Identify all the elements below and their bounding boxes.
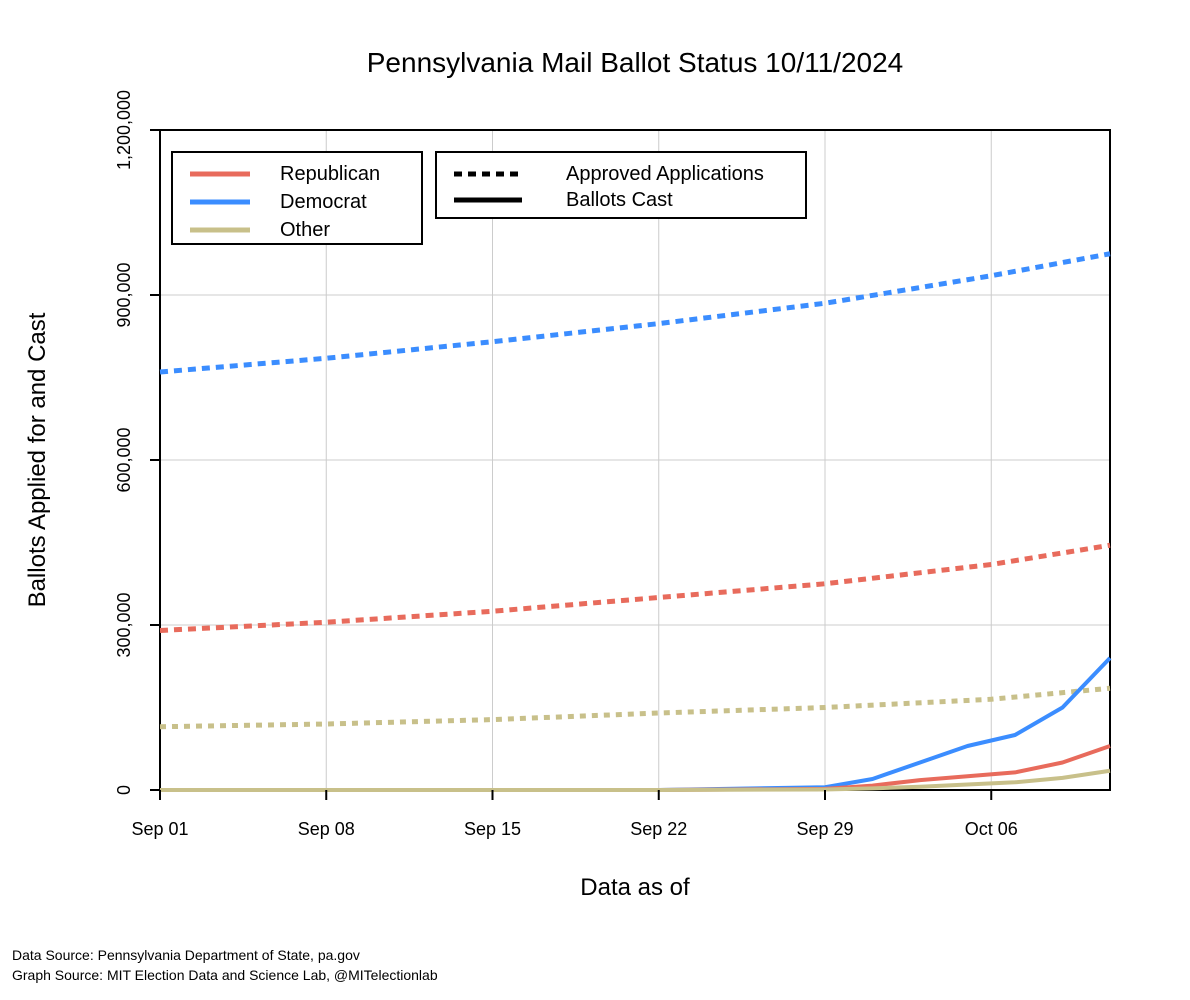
y-tick-label: 900,000: [114, 262, 134, 327]
x-tick-label: Oct 06: [965, 819, 1018, 839]
x-axis-label: Data as of: [580, 874, 690, 901]
chart-container: Pennsylvania Mail Ballot Status 10/11/20…: [0, 0, 1190, 1000]
chart-title: Pennsylvania Mail Ballot Status 10/11/20…: [367, 47, 903, 78]
x-tick-label: Sep 08: [298, 819, 355, 839]
legend-item-label: Other: [280, 219, 330, 241]
y-tick-label: 1,200,000: [114, 90, 134, 170]
x-tick-label: Sep 15: [464, 819, 521, 839]
y-tick-label: 600,000: [114, 427, 134, 492]
legend-item-label: Republican: [280, 163, 380, 185]
footer-line-1: Data Source: Pennsylvania Department of …: [12, 947, 360, 963]
x-tick-label: Sep 01: [131, 819, 188, 839]
y-tick-label: 300,000: [114, 592, 134, 657]
x-tick-label: Sep 22: [630, 819, 687, 839]
footer-line-2: Graph Source: MIT Election Data and Scie…: [12, 967, 438, 983]
x-tick-label: Sep 29: [796, 819, 853, 839]
legend-item-label: Democrat: [280, 191, 367, 213]
y-axis-label: Ballots Applied for and Cast: [24, 312, 51, 607]
legend-item-label: Approved Applications: [566, 163, 764, 185]
y-tick-label: 0: [114, 785, 134, 795]
chart-svg: Pennsylvania Mail Ballot Status 10/11/20…: [0, 0, 1190, 1000]
legend-item-label: Ballots Cast: [566, 189, 673, 211]
